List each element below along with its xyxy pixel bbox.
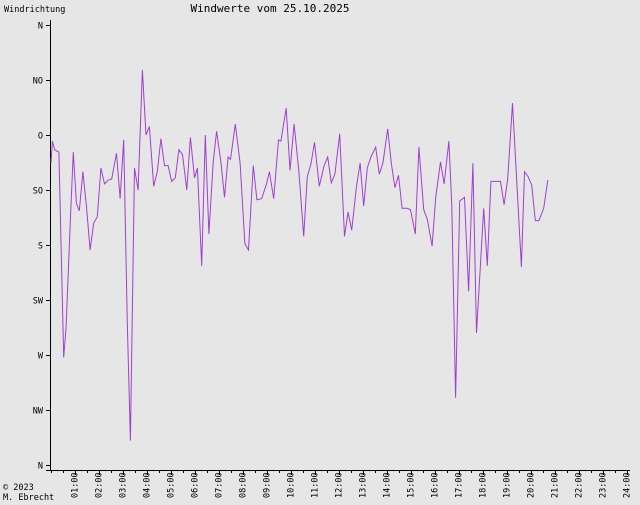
chart-title: Windwerte vom 25.10.2025 — [191, 2, 350, 15]
x-tick-label: 04:00 — [143, 472, 153, 498]
x-tick-label: 23:00 — [599, 472, 609, 498]
credit-author: M. Ebrecht — [3, 493, 54, 503]
x-tick-label: 14:00 — [383, 472, 393, 498]
x-tick-label: 05:00 — [167, 472, 177, 498]
y-tick-label: O — [38, 132, 43, 142]
x-tick-label: 06:00 — [191, 472, 201, 498]
y-tick-label: NW — [33, 407, 44, 417]
y-tick-label: SW — [33, 297, 44, 307]
x-tick-label: 19:00 — [503, 472, 513, 498]
y-tick-label: SO — [33, 187, 43, 197]
x-tick-label: 21:00 — [551, 472, 561, 498]
y-tick-label: W — [38, 352, 44, 362]
x-tick-label: 13:00 — [359, 472, 369, 498]
x-tick-label: 12:00 — [335, 472, 345, 498]
x-tick-label: 16:00 — [431, 472, 441, 498]
x-tick-label: 08:00 — [239, 472, 249, 498]
x-tick-label: 24:00 — [623, 472, 633, 498]
y-axis-label: Windrichtung — [4, 5, 65, 15]
x-tick-label: 20:00 — [527, 472, 537, 498]
x-tick-label: 07:00 — [215, 472, 225, 498]
x-tick-label: 22:00 — [575, 472, 585, 498]
y-tick-label: N — [38, 462, 43, 472]
x-tick-label: 03:00 — [119, 472, 129, 498]
y-tick-label: NO — [33, 77, 43, 87]
y-tick-label: S — [38, 242, 43, 252]
x-tick-label: 17:00 — [455, 472, 465, 498]
x-tick-label: 09:00 — [263, 472, 273, 498]
x-axis: 01:00 02:00 03:00 04:00 05:00 06:00 07:00 08:00… — [46, 470, 633, 498]
x-tick-label: 18:00 — [479, 472, 489, 498]
x-tick-label: 15:00 — [407, 472, 417, 498]
y-axis: N NW W SW S SO O NO N — [33, 20, 51, 472]
wind-direction-line — [50, 70, 549, 441]
credit-year: © 2023 — [3, 483, 34, 493]
x-tick-label: 11:00 — [311, 472, 321, 498]
x-tick-label: 02:00 — [95, 472, 105, 498]
x-tick-label: 01:00 — [71, 472, 81, 498]
x-tick-label: 10:00 — [287, 472, 297, 498]
y-tick-label: N — [38, 22, 43, 32]
